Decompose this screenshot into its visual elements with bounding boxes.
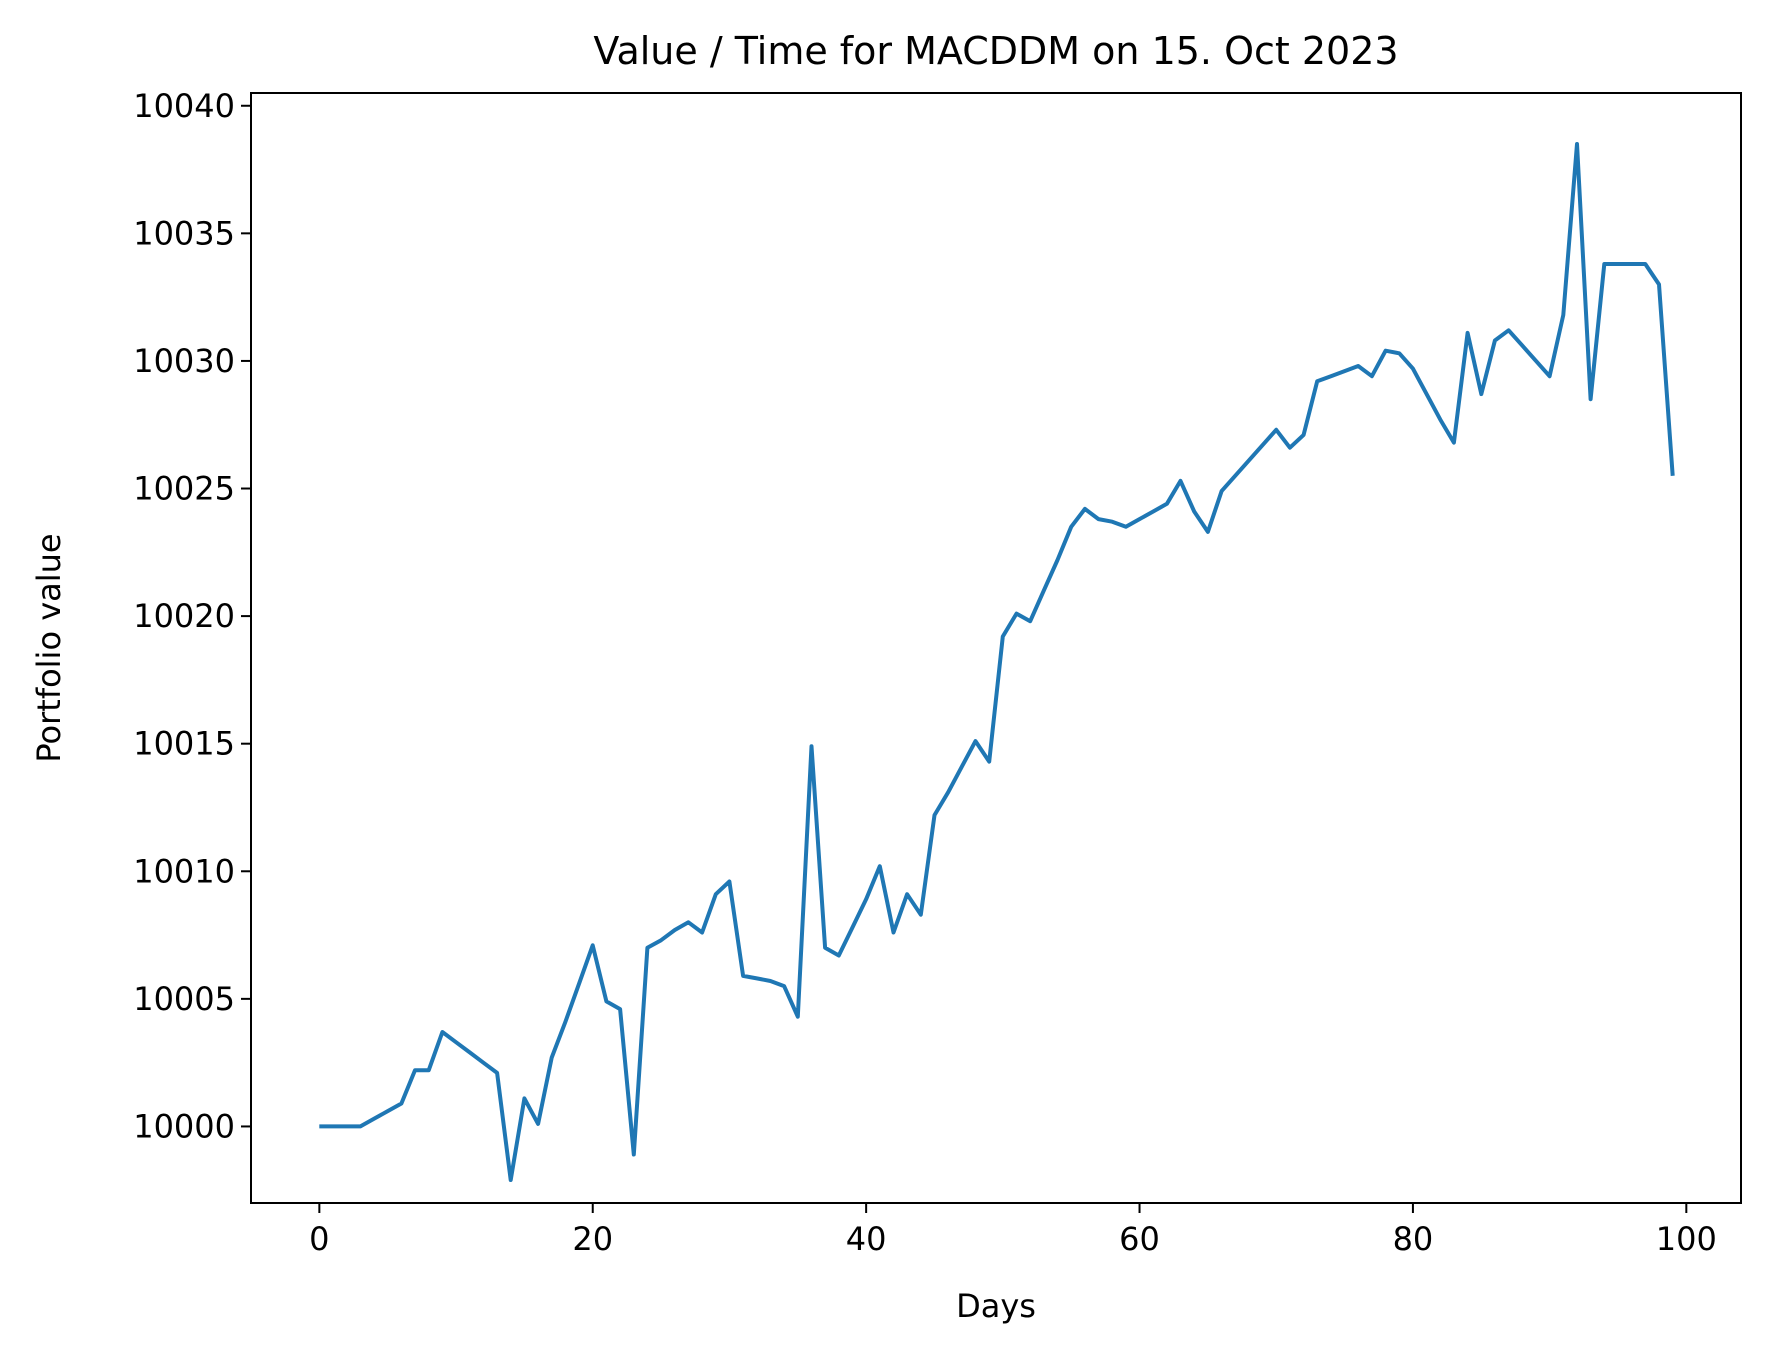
y-tick-label: 10020 [133,597,235,635]
plot-frame [250,92,1742,1204]
y-axis-ticks: 10000 10005 10010 10015 10020 10025 10030 10035… [133,87,251,1145]
series-line-0 [319,142,1675,1182]
chart-title: Value / Time for MACDDM on 15. Oct 2023 [593,29,1398,73]
y-tick-label: 10030 [133,342,235,380]
y-tick-label: 10010 [133,852,235,890]
x-axis-label: Days [956,1287,1036,1325]
x-tick-label: 100 [1656,1220,1717,1258]
x-tick-label: 0 [309,1220,329,1258]
x-tick-label: 60 [1119,1220,1160,1258]
y-tick-label: 10000 [133,1107,235,1145]
x-tick-label: 20 [572,1220,613,1258]
x-tick-label: 80 [1393,1220,1434,1258]
y-tick-label: 10025 [133,470,235,508]
y-tick-label: 10005 [133,980,235,1018]
plot-area [319,142,1675,1182]
x-axis-ticks: 0 20 40 60 80 100 [309,1203,1717,1258]
y-tick-label: 10015 [133,725,235,763]
y-tick-label: 10040 [133,87,235,125]
y-axis-label: Portfolio value [30,533,68,762]
x-tick-label: 40 [846,1220,887,1258]
y-tick-label: 10035 [133,214,235,252]
